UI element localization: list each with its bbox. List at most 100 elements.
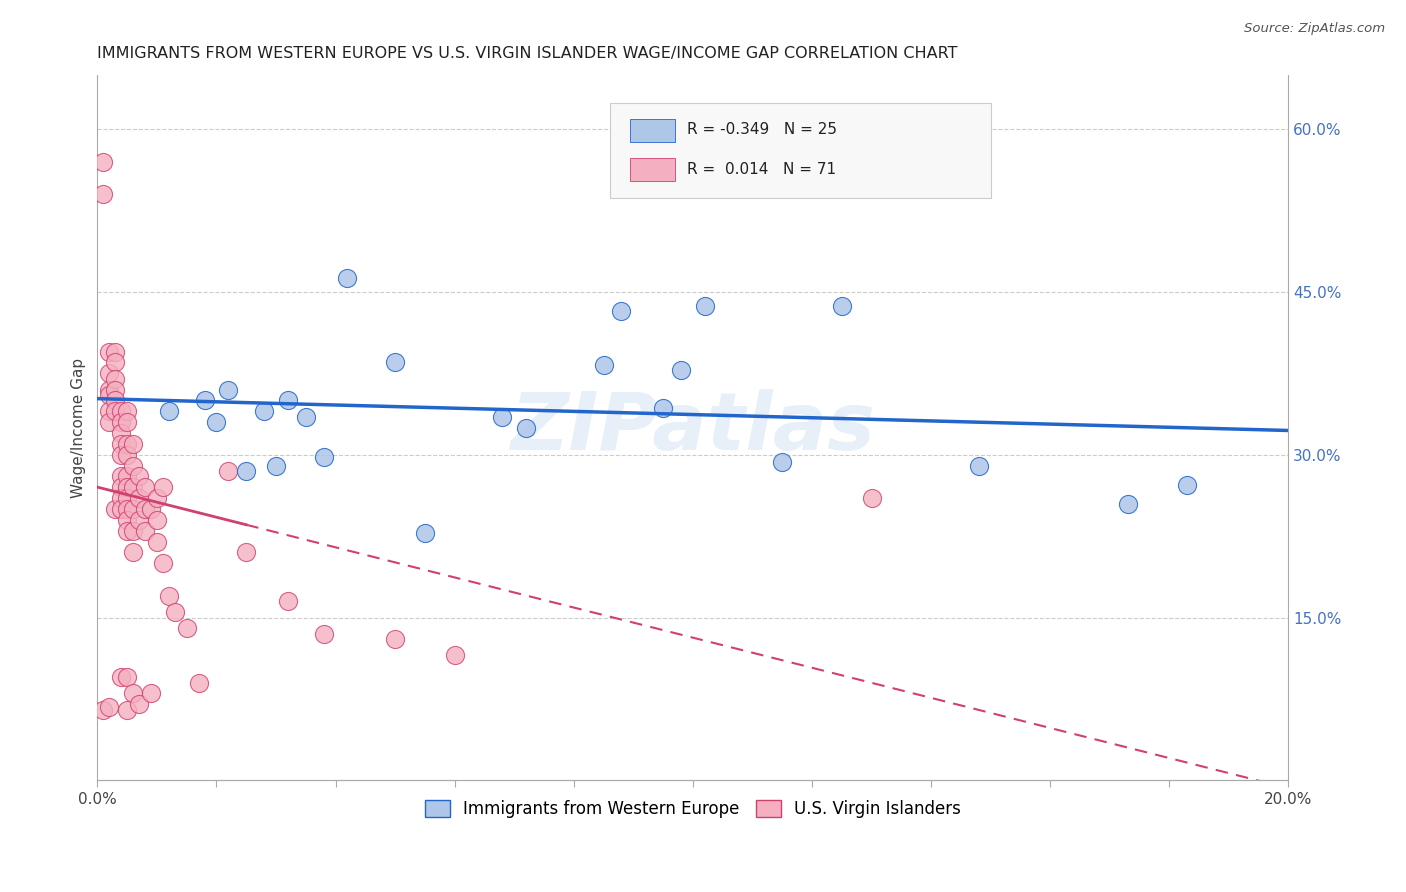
Point <box>110 437 132 451</box>
Point <box>652 401 675 415</box>
Point <box>384 355 406 369</box>
Point <box>253 404 276 418</box>
Point <box>157 589 180 603</box>
Point <box>104 372 127 386</box>
Point <box>134 480 156 494</box>
Point <box>384 632 406 647</box>
Point <box>98 699 121 714</box>
Point <box>115 513 138 527</box>
Point <box>515 420 537 434</box>
Text: R = -0.349   N = 25: R = -0.349 N = 25 <box>688 122 837 137</box>
Point <box>831 299 853 313</box>
Point <box>122 437 145 451</box>
Point <box>98 388 121 402</box>
Point <box>91 187 114 202</box>
Point <box>122 502 145 516</box>
Point <box>115 502 138 516</box>
Point <box>152 480 174 494</box>
Point <box>128 469 150 483</box>
Point <box>110 491 132 505</box>
Point <box>134 524 156 538</box>
Point <box>187 675 209 690</box>
Point <box>98 367 121 381</box>
Point <box>669 363 692 377</box>
Point <box>610 304 633 318</box>
Point <box>115 524 138 538</box>
Point <box>146 534 169 549</box>
Text: IMMIGRANTS FROM WESTERN EUROPE VS U.S. VIRGIN ISLANDER WAGE/INCOME GAP CORRELATI: IMMIGRANTS FROM WESTERN EUROPE VS U.S. V… <box>97 46 957 62</box>
Point <box>122 524 145 538</box>
Point <box>128 491 150 505</box>
Point <box>122 480 145 494</box>
FancyBboxPatch shape <box>630 119 675 142</box>
Point <box>110 502 132 516</box>
Point <box>217 464 239 478</box>
Point <box>122 545 145 559</box>
Point <box>115 491 138 505</box>
Point <box>967 458 990 473</box>
Point <box>294 409 316 424</box>
Point <box>98 415 121 429</box>
Point <box>104 502 127 516</box>
Point <box>176 621 198 635</box>
Point <box>413 525 436 540</box>
Text: ZIPatlas: ZIPatlas <box>510 389 876 467</box>
Point <box>152 556 174 570</box>
Point <box>115 448 138 462</box>
Point <box>104 393 127 408</box>
Point <box>146 491 169 505</box>
Point <box>217 383 239 397</box>
Point <box>104 383 127 397</box>
Point <box>115 404 138 418</box>
Point <box>312 450 335 464</box>
Point <box>122 686 145 700</box>
Point <box>139 686 162 700</box>
Point <box>264 458 287 473</box>
Point <box>443 648 465 663</box>
FancyBboxPatch shape <box>630 158 675 181</box>
Point <box>1175 478 1198 492</box>
Text: Source: ZipAtlas.com: Source: ZipAtlas.com <box>1244 22 1385 36</box>
Legend: Immigrants from Western Europe, U.S. Virgin Islanders: Immigrants from Western Europe, U.S. Vir… <box>418 793 967 825</box>
Point <box>163 605 186 619</box>
Point <box>146 513 169 527</box>
Point <box>860 491 883 505</box>
Point <box>277 594 299 608</box>
Point <box>110 448 132 462</box>
Point <box>157 404 180 418</box>
Point <box>110 480 132 494</box>
Point <box>104 355 127 369</box>
Point <box>91 703 114 717</box>
Point <box>110 425 132 440</box>
Point <box>128 513 150 527</box>
Point <box>336 270 359 285</box>
Text: R =  0.014   N = 71: R = 0.014 N = 71 <box>688 162 837 177</box>
Point <box>104 344 127 359</box>
Point <box>115 703 138 717</box>
Point <box>193 393 215 408</box>
Point <box>235 545 257 559</box>
Point <box>115 437 138 451</box>
Point <box>235 464 257 478</box>
Point <box>115 480 138 494</box>
Point <box>205 415 228 429</box>
Point <box>312 627 335 641</box>
Point <box>139 502 162 516</box>
Point <box>115 415 138 429</box>
Point <box>115 670 138 684</box>
Point <box>98 344 121 359</box>
Point <box>693 299 716 313</box>
Point <box>98 383 121 397</box>
Point <box>115 469 138 483</box>
Point <box>122 458 145 473</box>
Point <box>110 670 132 684</box>
Point <box>91 154 114 169</box>
Point <box>98 404 121 418</box>
Point <box>110 404 132 418</box>
Y-axis label: Wage/Income Gap: Wage/Income Gap <box>72 358 86 498</box>
Point <box>592 358 614 372</box>
Point <box>110 469 132 483</box>
Point <box>277 393 299 408</box>
Point <box>491 409 513 424</box>
Point <box>1116 497 1139 511</box>
